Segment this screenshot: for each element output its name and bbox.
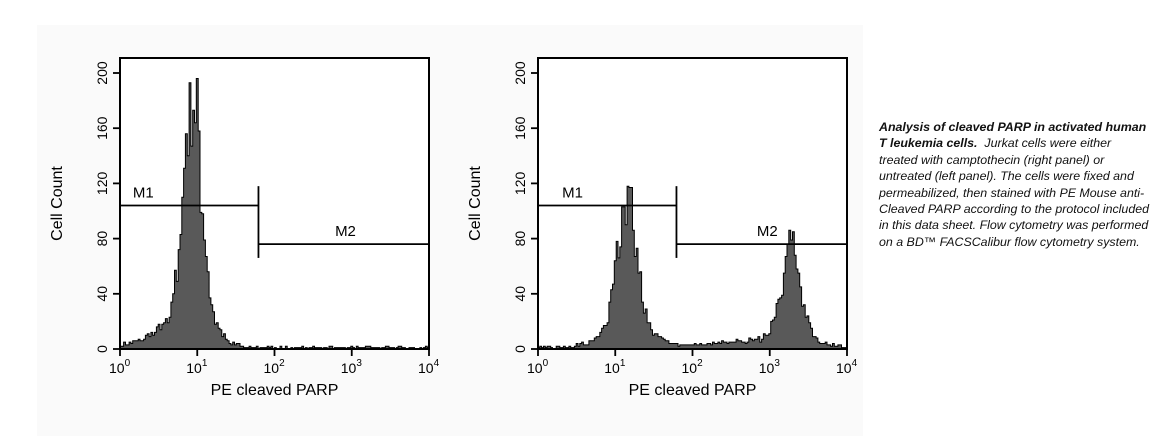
- y-axis: 0 40 80 120 160 200: [94, 61, 120, 353]
- x-tick-label: 100: [109, 358, 131, 376]
- gate-label-m2: M2: [335, 223, 356, 240]
- x-tick-label: 101: [186, 358, 208, 376]
- x-tick-label: 104: [836, 358, 858, 376]
- x-axis: 100 101 102 103 104: [109, 349, 440, 376]
- y-tick-label: 120: [94, 172, 110, 196]
- caption-title: Analysis of cleaved PARP in activated hu…: [879, 120, 1147, 151]
- y-tick-label: 40: [94, 286, 110, 302]
- gate-label-m2: M2: [757, 223, 778, 240]
- x-tick-label: 100: [527, 358, 549, 376]
- y-tick-label: 0: [512, 345, 528, 353]
- caption-body: Jurkat cells were either treated with ca…: [879, 136, 1149, 249]
- y-tick-label: 80: [94, 231, 110, 247]
- gate-label-m1: M1: [133, 184, 154, 201]
- y-tick-label: 200: [512, 61, 528, 85]
- y-axis-label: Cell Count: [467, 166, 484, 241]
- y-tick-label: 200: [94, 61, 110, 85]
- y-axis: 0 40 80 120 160 200: [512, 61, 538, 353]
- x-axis-label: PE cleaved PARP: [211, 382, 339, 399]
- gate-markers: [538, 186, 847, 258]
- x-tick-label: 101: [604, 358, 626, 376]
- gate-label-m1: M1: [562, 184, 583, 201]
- left-histogram-panel: M1 M2 0 40 80 120 160 200 100 101 102 103 104 Cell Co…: [49, 57, 440, 399]
- x-axis-label: PE cleaved PARP: [629, 382, 757, 399]
- y-tick-label: 0: [94, 345, 110, 353]
- x-tick-label: 103: [341, 358, 363, 376]
- right-histogram-panel: M1 M2 0 40 80 120 160 200 100 101 102 103 104 Cell Co…: [467, 57, 858, 399]
- figure-caption: Analysis of cleaved PARP in activated hu…: [879, 119, 1151, 250]
- gate-markers: [120, 186, 429, 258]
- x-tick-label: 102: [682, 358, 704, 376]
- histogram-series: [538, 185, 847, 349]
- x-tick-label: 104: [418, 358, 440, 376]
- y-tick-label: 160: [94, 116, 110, 140]
- y-tick-label: 40: [512, 286, 528, 302]
- y-tick-label: 80: [512, 231, 528, 247]
- plot-area: [120, 58, 429, 349]
- y-axis-label: Cell Count: [49, 166, 66, 241]
- y-tick-label: 160: [512, 116, 528, 140]
- y-tick-label: 120: [512, 172, 528, 196]
- histogram-series: [120, 78, 429, 349]
- x-tick-label: 103: [759, 358, 781, 376]
- x-axis: 100 101 102 103 104: [527, 349, 858, 376]
- x-tick-label: 102: [264, 358, 286, 376]
